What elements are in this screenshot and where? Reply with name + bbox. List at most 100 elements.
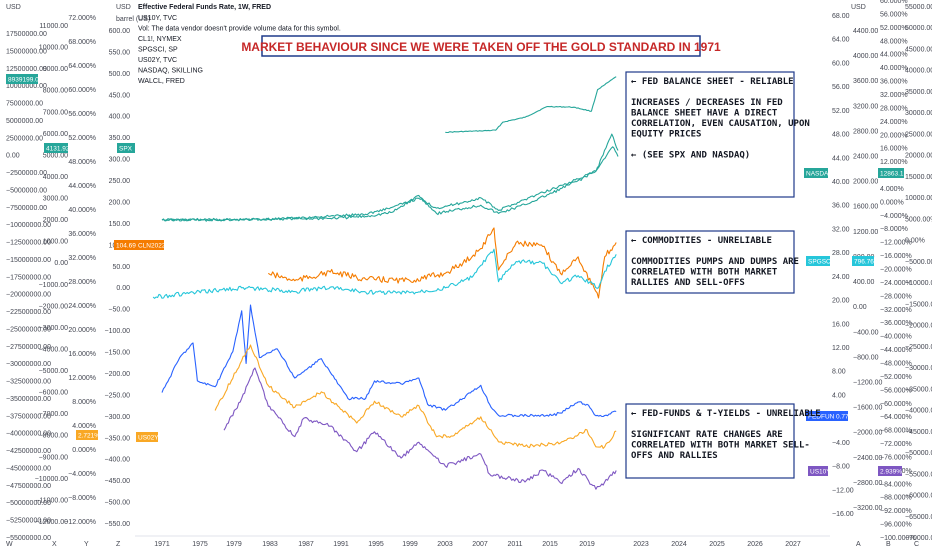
left-axis-4-tick: 600.00 <box>109 28 131 35</box>
legend-item: US02Y, TVC <box>138 57 177 64</box>
annotation-line: ← FED-FUNDS & T-YIELDS - UNRELIABLE <box>631 409 821 419</box>
right-axis-2-tick: −3200.00 <box>853 505 882 512</box>
legend-item: Vol: The data vendor doesn't provide vol… <box>138 26 341 33</box>
price-tag-label: 8939199.00 <box>8 77 43 84</box>
series-line-spx <box>161 146 619 222</box>
right-axis-3-tick: 4.000% <box>880 186 904 193</box>
left-axis-1-tick: −50000000.00 <box>6 500 51 507</box>
left-axis-1-tick: −52500000.00 <box>6 518 51 525</box>
right-axis-3-tick: −28.000% <box>880 293 912 300</box>
right-axis-4-tick: −35000.00% <box>905 386 932 393</box>
legend-item: WALCL, FRED <box>138 78 185 85</box>
left-axis-4-tick: 550.00 <box>109 49 131 56</box>
x-tick-label: 1975 <box>192 541 208 548</box>
left-axis-2-tick: 7000.00 <box>43 109 68 116</box>
right-axis-4-tick: −5000.00% <box>905 259 932 266</box>
left-axis-4-tick: 50.00 <box>112 264 130 271</box>
left-axis-2-tick: 3000.00 <box>43 196 68 203</box>
left-axis-1-tick: −35000000.00 <box>6 396 51 403</box>
right-axis-3-tick: 24.000% <box>880 119 908 126</box>
right-axis-2-tick: −400.00 <box>853 329 879 336</box>
left-axis-4-tick: 450.00 <box>109 92 131 99</box>
annotation-line: ← FED BALANCE SHEET - RELIABLE <box>631 77 794 87</box>
right-axis-4-tick: −40000.00% <box>905 408 932 415</box>
bottom-letter: Y <box>84 541 89 548</box>
right-axis-4-tick: 55000.00% <box>905 4 932 11</box>
price-tag-fedfunds-value <box>834 411 848 421</box>
right-axis-4-tick: −10000.00% <box>905 280 932 287</box>
right-axis-2-tick: −1200.00 <box>853 380 882 387</box>
x-tick-label: 2003 <box>437 541 453 548</box>
right-axis-1-tick: −16.00 <box>832 511 854 518</box>
annotation-line: INCREASES / DECREASES IN FED <box>631 98 783 108</box>
bottom-letter: B <box>886 541 891 548</box>
left-axis-3-tick: 44.000% <box>68 183 96 190</box>
left-axis-3-tick: 56.000% <box>68 111 96 118</box>
right-axis-3-tick: −36.000% <box>880 320 912 327</box>
corner-usd-right: USD <box>851 4 866 11</box>
price-tag-us02y-symbol <box>136 432 158 442</box>
right-axis-1-tick: 16.00 <box>832 321 850 328</box>
right-axis-2-tick: 2800.00 <box>853 128 878 135</box>
left-axis-2-tick: −5000.00 <box>39 368 68 375</box>
right-axis-4-tick: 0.00% <box>905 238 925 245</box>
right-axis-3-tick: −88.000% <box>880 495 912 502</box>
right-axis-1-tick: −12.00 <box>832 487 854 494</box>
right-axis-1-tick: 68.00 <box>832 13 850 20</box>
right-axis-3-tick: 36.000% <box>880 79 908 86</box>
left-axis-4-tick: 350.00 <box>109 135 131 142</box>
right-axis-3-tick: −100.000% <box>880 535 916 542</box>
left-axis-3-tick: 20.000% <box>68 327 96 334</box>
right-axis-2-tick: 3200.00 <box>853 103 878 110</box>
x-axis: 1971 1975 1979 1983 1987 1991 1995 1999 2003 2007… <box>135 535 830 548</box>
right-axis-3-tick: −12.000% <box>880 240 912 247</box>
price-tag-label: SPX <box>119 146 133 153</box>
right-axis-3-tick: 44.000% <box>880 52 908 59</box>
corner-barrel: barrel (US) <box>116 16 150 23</box>
left-axis-2-tick: 8000.00 <box>43 88 68 95</box>
x-tick-label: 2015 <box>542 541 558 548</box>
left-axis-2-tick: 11000.00 <box>39 23 68 30</box>
price-tag-label: 4131.92 <box>46 146 70 153</box>
right-axis-1-tick: 64.00 <box>832 37 850 44</box>
x-tick-label: 2024 <box>671 541 687 548</box>
right-axis-4-tick: 25000.00% <box>905 131 932 138</box>
left-axis-4-tick: 0.00 <box>116 285 130 292</box>
legend-item: SPGSCI, SP <box>138 47 178 54</box>
right-axis-2-tick: 0.00 <box>853 304 867 311</box>
plot-area[interactable] <box>152 76 619 490</box>
left-axis-2-tick: −3000.00 <box>39 325 68 332</box>
right-axis-3-tick: −4.000% <box>880 213 908 220</box>
left-axis-2-tick: −12000.00 <box>35 519 68 526</box>
left-axis-2-tick: −7000.00 <box>39 411 68 418</box>
left-axis-2-tick: −2000.00 <box>39 303 68 310</box>
right-axis-3-tick: −20.000% <box>880 267 912 274</box>
right-axis-3-tick: 56.000% <box>880 11 908 18</box>
left-axis-4-tick: −50.00 <box>108 307 130 314</box>
series-line-fedfunds <box>161 304 617 418</box>
right-axis-3-tick: −52.000% <box>880 374 912 381</box>
price-tag-us10y <box>808 466 828 476</box>
right-axis-4-tick: −70000.00% <box>905 535 932 542</box>
right-axis-1-tick: 12.00 <box>832 345 850 352</box>
left-axis-3-tick: 40.000% <box>68 207 96 214</box>
left-axis-4-tick: 150.00 <box>109 221 131 228</box>
annotation-box-commodities <box>625 230 795 294</box>
left-axis-4-tick: 250.00 <box>109 178 131 185</box>
x-tick-label: 1971 <box>154 541 170 548</box>
right-axis-4-tick: 50000.00% <box>905 25 932 32</box>
price-tag-label: US02Y <box>138 435 159 442</box>
price-tag-label: US10Y <box>810 469 831 476</box>
left-axis-2-tick: 5000.00 <box>43 152 68 159</box>
right-axis-4-tick: −50000.00% <box>905 450 932 457</box>
x-tick-label: 2025 <box>709 541 725 548</box>
left-axis-4-tick: −350.00 <box>105 435 131 442</box>
left-axis-4-tick: −550.00 <box>105 521 131 528</box>
right-axis-2-tick: −800.00 <box>853 354 879 361</box>
left-axis-1-tick: 7500000.00 <box>6 101 43 108</box>
left-axis-3-tick: −8.000% <box>68 495 96 502</box>
x-tick-label: 1991 <box>333 541 349 548</box>
series-line-spgsci <box>152 248 617 299</box>
right-axis-1-tick: 40.00 <box>832 179 850 186</box>
